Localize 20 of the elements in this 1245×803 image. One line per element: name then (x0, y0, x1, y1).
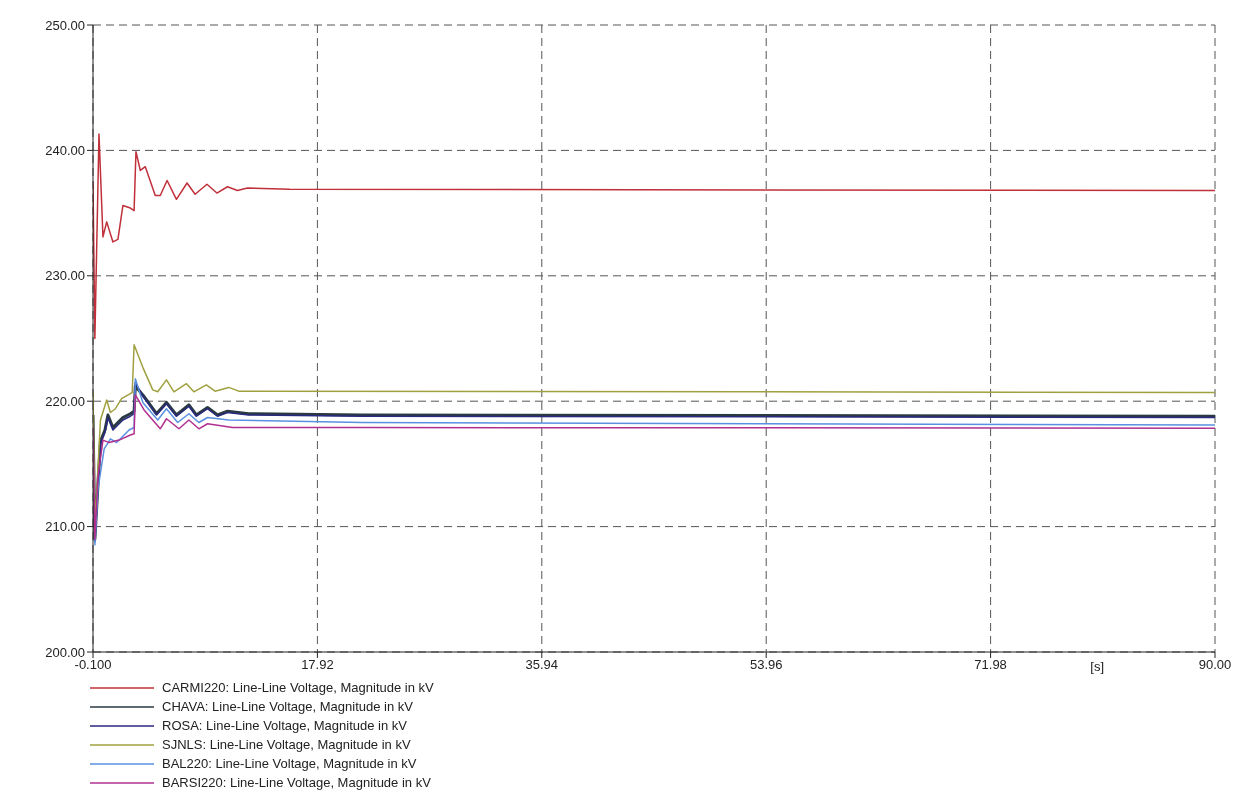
x-tick-label: 90.00 (1198, 657, 1232, 673)
legend-label: ROSA: Line-Line Voltage, Magnitude in kV (162, 718, 407, 733)
legend-label: SJNLS: Line-Line Voltage, Magnitude in kV (162, 737, 411, 752)
y-tick-label: 250.00 (45, 17, 85, 33)
y-tick-label: 220.00 (45, 393, 85, 409)
x-axis-title: [s] (1090, 659, 1105, 674)
x-tick-label: 17.92 (301, 657, 334, 673)
line-series (93, 133, 1215, 340)
x-tick-label: -0.100 (74, 657, 112, 673)
x-tick-label: 35.94 (525, 657, 559, 673)
x-tick-label: 71.98 (974, 657, 1007, 673)
legend-label: CHAVA: Line-Line Voltage, Magnitude in kV (162, 699, 413, 714)
legend-label: BARSI220: Line-Line Voltage, Magnitude in kV (162, 775, 431, 790)
x-tick-label: 53.96 (749, 657, 783, 673)
y-tick-label: 230.00 (45, 268, 85, 284)
legend-label: BAL220: Line-Line Voltage, Magnitude in kV (162, 756, 417, 771)
y-tick-label: 240.00 (45, 143, 85, 159)
y-tick-label: 200.00 (45, 644, 85, 660)
legend-label: CARMI220: Line-Line Voltage, Magnitude in kV (162, 680, 434, 695)
y-tick-label: 210.00 (45, 519, 85, 535)
